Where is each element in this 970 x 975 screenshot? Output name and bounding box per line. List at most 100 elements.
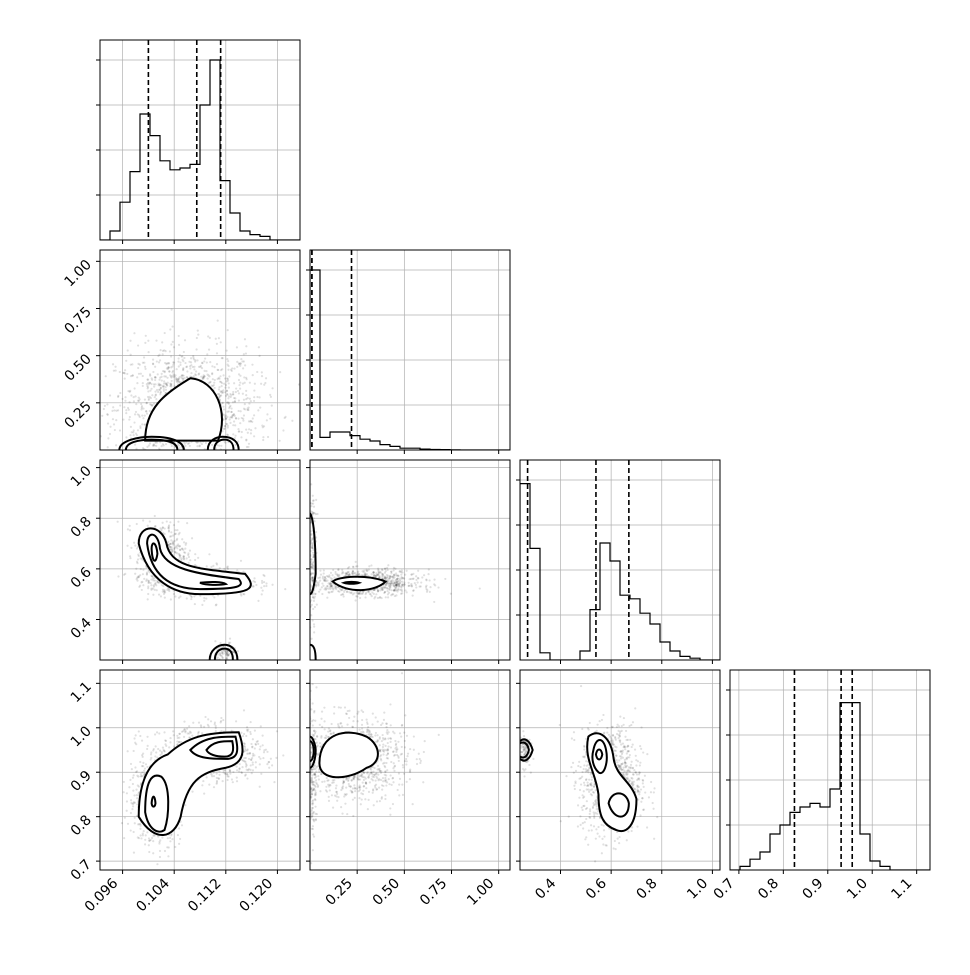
point-0-1-0-866 (152, 359, 154, 361)
point-0-3-0-136 (141, 771, 143, 773)
point-0-1-0-98 (144, 342, 146, 344)
point-0-1-0-309 (205, 463, 207, 465)
point-0-1-0-1076 (250, 432, 252, 434)
point-1-2-0-732 (415, 586, 417, 588)
point-1-2-0-801 (334, 571, 336, 573)
point-0-1-0-1324 (147, 379, 149, 381)
point-0-1-0-603 (126, 373, 128, 375)
point-0-2-1-401 (242, 593, 244, 595)
point-0-2-0-475 (159, 527, 161, 529)
point-0-2-1-475 (150, 582, 152, 584)
point-0-1-0-506 (135, 448, 137, 450)
point-0-1-0-194 (215, 338, 217, 340)
point-0-3-1-117 (252, 738, 254, 740)
point-1-2-0-786 (384, 576, 386, 578)
point-0-1-0-755 (190, 372, 192, 374)
point-0-1-0-772 (242, 393, 244, 395)
point-0-1-0-933 (123, 406, 125, 408)
point-0-3-1-236 (213, 775, 215, 777)
point-0-1-0-788 (121, 398, 123, 400)
point-0-2-1-166 (147, 580, 149, 582)
point-0-1-0-431 (220, 369, 222, 371)
point-0-1-0-1365 (152, 445, 154, 447)
point-0-1-0-1184 (115, 444, 117, 446)
point-0-1-0-786 (252, 374, 254, 376)
point-0-2-0-142 (176, 538, 178, 540)
point-0-2-1-105 (252, 585, 254, 587)
point-0-3-1-273 (250, 743, 252, 745)
point-0-2-2-81 (221, 656, 223, 658)
point-0-3-0-565 (142, 833, 144, 835)
point-0-1-0-1163 (284, 417, 286, 419)
point-0-1-0-1293 (217, 320, 219, 322)
point-0-1-0-1100 (154, 471, 156, 473)
point-0-2-0-56 (129, 557, 131, 559)
point-0-3-0-56 (134, 822, 136, 824)
point-0-1-0-1171 (243, 414, 245, 416)
point-0-2-1-110 (213, 596, 215, 598)
point-1-2-0-40 (321, 593, 323, 595)
point-1-2-1-125 (312, 554, 314, 556)
point-0-2-0-357 (142, 569, 144, 571)
point-0-3-0-406 (137, 784, 139, 786)
point-0-1-0-1482 (235, 417, 237, 419)
point-1-2-0-849 (330, 585, 332, 587)
point-1-2-1-121 (312, 549, 314, 551)
point-1-2-1-99 (310, 534, 312, 536)
point-0-1-0-941 (224, 377, 226, 379)
point-0-1-0-1206 (282, 429, 284, 431)
point-0-1-0-1022 (178, 357, 180, 359)
point-0-2-0-379 (130, 547, 132, 549)
point-1-2-0-299 (425, 585, 427, 587)
point-1-2-0-883 (373, 574, 375, 576)
point-0-1-0-287 (220, 341, 222, 343)
point-1-2-0-286 (365, 568, 367, 570)
point-0-1-0-1271 (205, 370, 207, 372)
point-0-1-0-1457 (239, 422, 241, 424)
point-1-2-0-37 (370, 573, 372, 575)
point-1-2-1-98 (312, 495, 314, 497)
point-1-2-0-829 (391, 589, 393, 591)
point-0-2-1-237 (190, 598, 192, 600)
point-1-2-0-212 (328, 591, 330, 593)
point-0-1-0-1236 (165, 375, 167, 377)
point-0-2-1-489 (158, 593, 160, 595)
point-1-2-0-892 (429, 579, 431, 581)
panel-frame-2-2 (520, 460, 720, 660)
point-0-1-0-304 (195, 370, 197, 372)
point-0-1-0-800 (233, 382, 235, 384)
point-1-2-0-899 (351, 592, 353, 594)
point-1-2-0-802 (381, 568, 383, 570)
point-0-1-0-400 (153, 452, 155, 454)
point-0-1-0-167 (238, 362, 240, 364)
point-0-2-0-371 (189, 550, 191, 552)
point-0-1-0-314 (266, 485, 268, 487)
point-0-3-0-298 (142, 762, 144, 764)
point-0-1-0-1362 (259, 407, 261, 409)
point-0-1-0-922 (245, 345, 247, 347)
point-0-3-0-421 (143, 830, 145, 832)
point-0-1-0-1218 (248, 402, 250, 404)
point-0-1-0-881 (158, 379, 160, 381)
point-0-1-0-823 (226, 433, 228, 435)
point-1-2-0-478 (388, 582, 390, 584)
point-0-1-0-604 (211, 462, 213, 464)
point-0-2-0-93 (168, 527, 170, 529)
point-0-2-1-351 (261, 580, 263, 582)
point-0-3-1-234 (164, 743, 166, 745)
point-0-1-0-838 (236, 346, 238, 348)
point-0-1-0-957 (117, 395, 119, 397)
point-0-1-0-453 (221, 402, 223, 404)
point-1-2-1-79 (311, 511, 313, 513)
point-0-3-0-411 (145, 834, 147, 836)
point-0-3-0-552 (139, 735, 141, 737)
point-0-2-1-533 (168, 590, 170, 592)
point-0-1-0-704 (126, 457, 128, 459)
point-0-1-0-926 (231, 367, 233, 369)
point-0-1-0-1289 (213, 384, 215, 386)
point-0-1-0-960 (219, 381, 221, 383)
point-0-1-0-319 (137, 462, 139, 464)
point-0-2-1-216 (147, 587, 149, 589)
point-0-2-1-399 (236, 569, 238, 571)
point-0-3-0-553 (126, 800, 128, 802)
